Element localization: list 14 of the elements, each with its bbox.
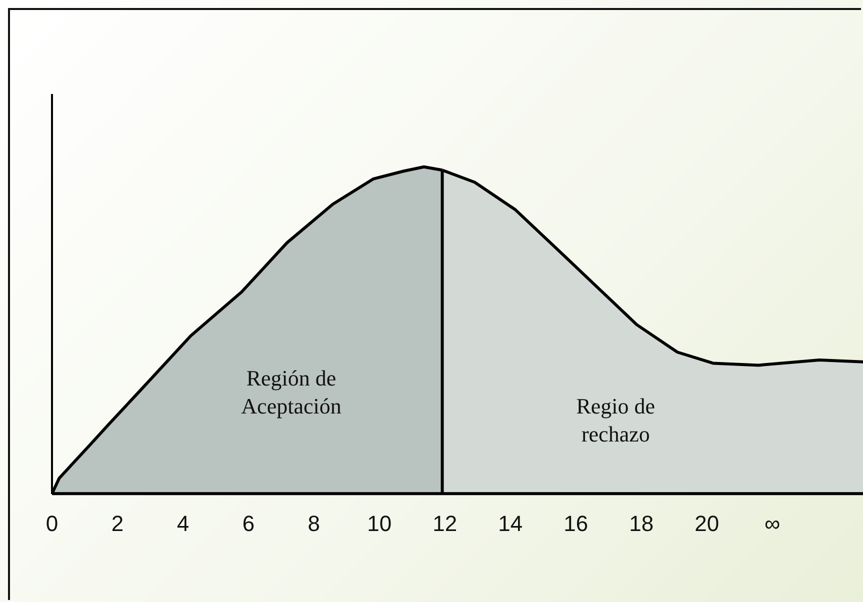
x-tick-label: 20: [694, 510, 720, 536]
x-tick-label: 14: [498, 510, 523, 536]
x-tick-label: 18: [629, 510, 654, 536]
x-tick-label: 0: [46, 510, 58, 536]
x-tick-label: 16: [564, 510, 588, 536]
annotation: Regio de rechazo: [576, 394, 656, 447]
x-tick-label: 12: [432, 510, 458, 536]
x-tick-label: 2: [111, 510, 124, 536]
x-tick-label: 8: [308, 510, 320, 536]
x-tick-label: 10: [367, 510, 392, 536]
annotation: Región de Aceptación: [241, 366, 342, 419]
x-tick-label: 4: [176, 510, 190, 536]
x-tick-label: 6: [242, 510, 255, 536]
x-tick-label: ∞: [764, 510, 780, 536]
